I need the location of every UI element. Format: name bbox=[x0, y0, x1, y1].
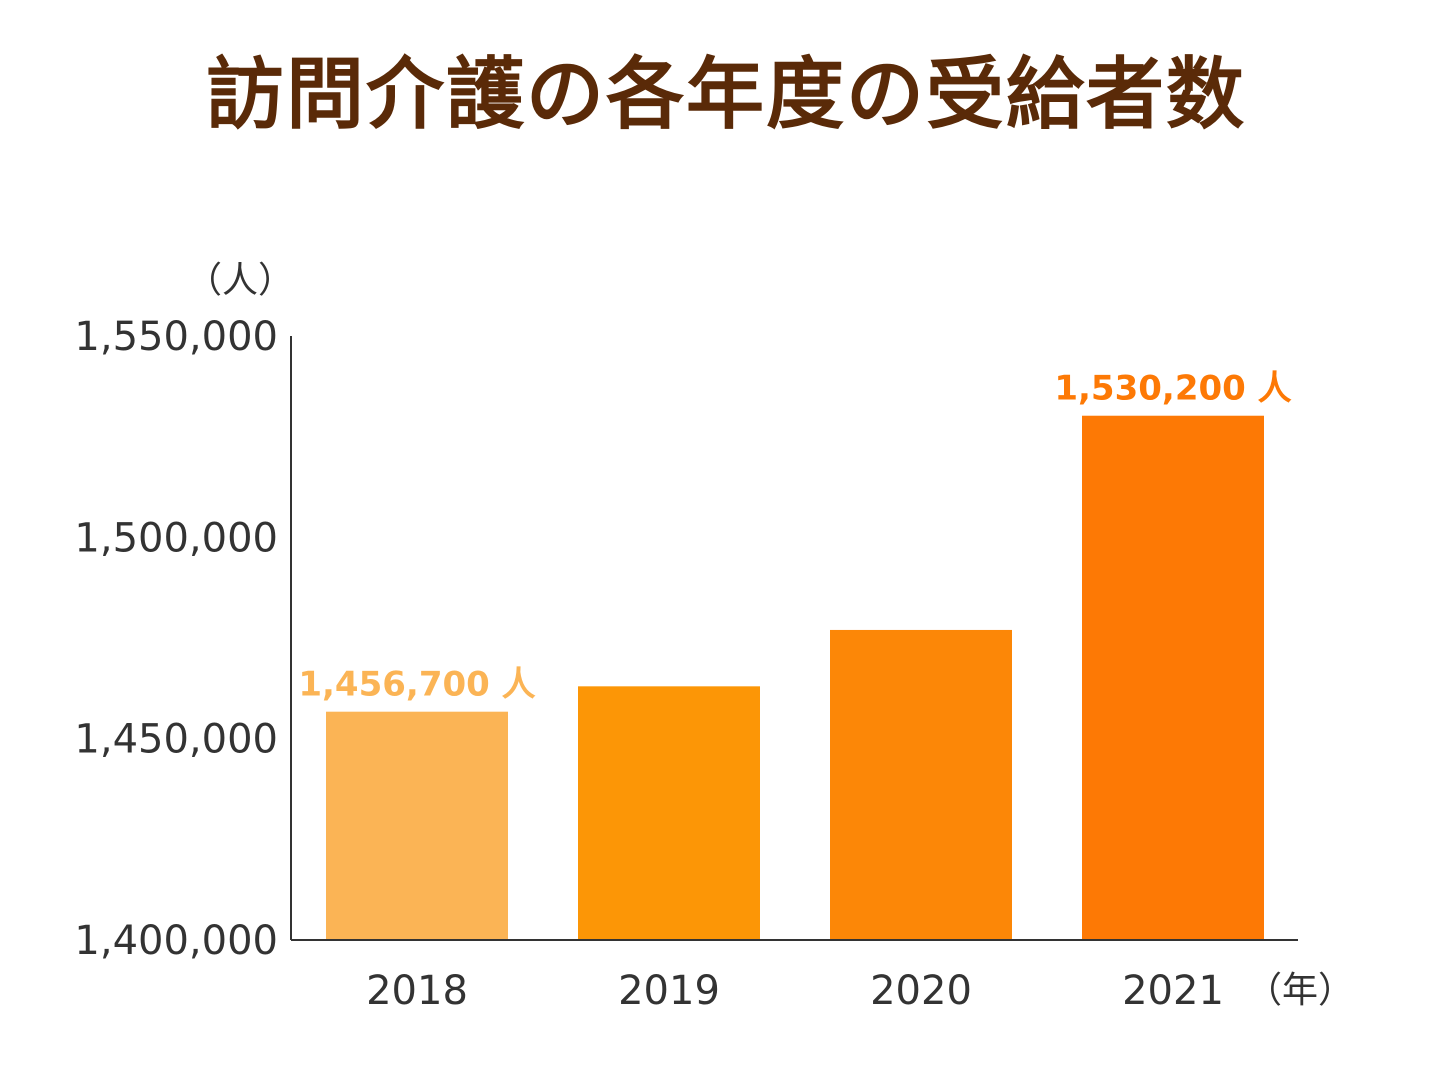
y-tick-label: 1,450,000 bbox=[74, 717, 278, 763]
x-tick-labels: 2018 2019 2020 2021 bbox=[366, 968, 1224, 1014]
bar-2020 bbox=[830, 629, 1012, 940]
x-tick-label: 2018 bbox=[366, 968, 468, 1014]
bar-2021 bbox=[1082, 415, 1264, 940]
data-label-2021: 1,530,200 人 bbox=[1054, 369, 1291, 409]
bar-2019 bbox=[578, 686, 760, 940]
y-tick-label: 1,550,000 bbox=[74, 314, 278, 360]
y-tick-label: 1,400,000 bbox=[74, 918, 278, 964]
page-title: 訪問介護の各年度の受給者数 bbox=[205, 50, 1246, 140]
x-tick-label: 2020 bbox=[870, 968, 972, 1014]
y-tick-label: 1,500,000 bbox=[74, 515, 278, 561]
data-labels: 1,456,700 人 1,530,200 人 bbox=[298, 369, 1291, 705]
y-tick-labels: 1,400,000 1,450,000 1,500,000 1,550,000 bbox=[74, 314, 278, 964]
x-axis-unit-label: （年） bbox=[1246, 970, 1354, 1011]
data-label-2018: 1,456,700 人 bbox=[298, 665, 535, 705]
x-tick-label: 2021 bbox=[1122, 968, 1224, 1014]
bar-2018 bbox=[326, 711, 508, 940]
x-tick-label: 2019 bbox=[618, 968, 720, 1014]
y-axis-unit-label: （人） bbox=[186, 260, 294, 301]
bars-group bbox=[326, 415, 1264, 940]
